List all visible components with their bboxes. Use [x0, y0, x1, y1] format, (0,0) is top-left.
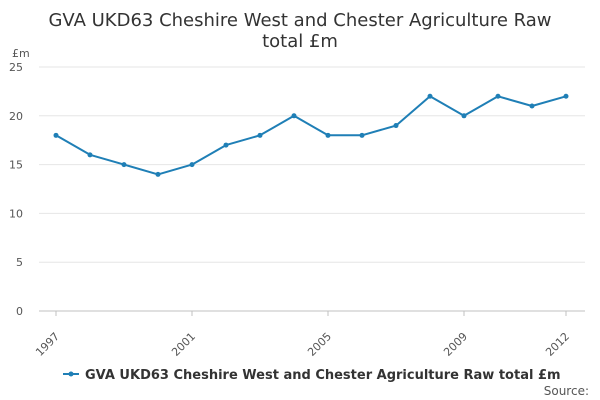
- legend[interactable]: GVA UKD63 Cheshire West and Chester Agri…: [63, 368, 561, 383]
- data-point-2012[interactable]: [563, 93, 569, 99]
- y-tick-label-15: 15: [9, 159, 23, 172]
- data-point-2003[interactable]: [257, 132, 263, 138]
- data-point-2006[interactable]: [359, 132, 365, 138]
- y-axis-unit-label: £m: [12, 47, 30, 60]
- y-tick-label-10: 10: [9, 207, 23, 220]
- series-layer: [53, 93, 569, 177]
- data-point-2011[interactable]: [529, 103, 535, 109]
- chart-title-line-2: total £m: [262, 31, 338, 52]
- data-point-2002[interactable]: [223, 142, 229, 148]
- chart-title-line-1: GVA UKD63 Cheshire West and Chester Agri…: [48, 10, 551, 31]
- data-point-2010[interactable]: [495, 93, 501, 99]
- x-tick-label-2001: 2001: [169, 330, 198, 359]
- y-axis-ticks: 0 5 10 15 20 25: [9, 61, 23, 318]
- data-point-2004[interactable]: [291, 113, 297, 119]
- series-line-0: [55, 95, 567, 176]
- y-tick-label-20: 20: [9, 110, 23, 123]
- x-tick-label-1997: 1997: [33, 330, 62, 359]
- legend-label: GVA UKD63 Cheshire West and Chester Agri…: [85, 368, 561, 383]
- y-tick-label-5: 5: [16, 256, 23, 269]
- data-point-2008[interactable]: [427, 93, 433, 99]
- data-point-1997[interactable]: [53, 132, 59, 138]
- legend-swatch-marker: [68, 371, 74, 377]
- x-tick-label-2012: 2012: [543, 330, 572, 359]
- data-point-2009[interactable]: [461, 113, 467, 119]
- x-tick-label-2009: 2009: [441, 330, 470, 359]
- data-point-2000[interactable]: [155, 171, 161, 177]
- x-tick-label-2005: 2005: [305, 330, 334, 359]
- data-point-2001[interactable]: [189, 162, 195, 168]
- source-label: Source:: [544, 384, 589, 398]
- data-point-1999[interactable]: [121, 162, 127, 168]
- y-tick-label-0: 0: [16, 305, 23, 318]
- x-axis-ticks: 1997 2001 2005 2009 2012: [33, 311, 572, 359]
- data-point-2007[interactable]: [393, 123, 399, 129]
- data-point-2005[interactable]: [325, 132, 331, 138]
- gridlines: [39, 66, 585, 312]
- data-point-1998[interactable]: [87, 152, 93, 158]
- y-tick-label-25: 25: [9, 61, 23, 74]
